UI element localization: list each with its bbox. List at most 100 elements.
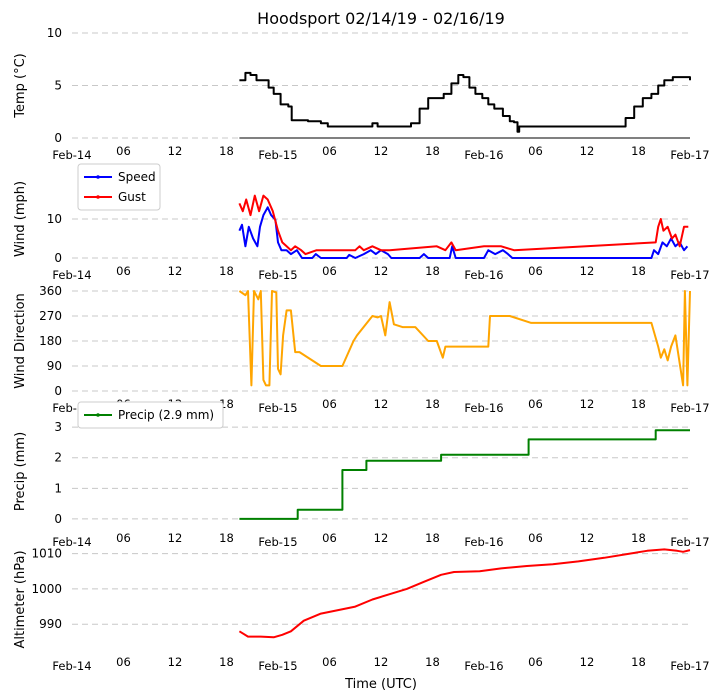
x-tick-label: 12 bbox=[168, 144, 183, 158]
y-tick-label: 10 bbox=[47, 26, 62, 40]
x-tick-label: Feb-15 bbox=[258, 268, 297, 282]
x-tick-label: 06 bbox=[528, 264, 543, 278]
x-tick-label: 18 bbox=[631, 144, 646, 158]
x-tick-label: 12 bbox=[580, 397, 595, 411]
x-tick-label: 06 bbox=[528, 397, 543, 411]
y-tick-label: 270 bbox=[39, 309, 62, 323]
legend-marker bbox=[96, 413, 100, 417]
y-tick-label: 180 bbox=[39, 334, 62, 348]
y-axis-label: Altimeter (hPa) bbox=[13, 550, 28, 648]
y-tick-label: 360 bbox=[39, 284, 62, 298]
legend: Speed Gust bbox=[77, 163, 161, 211]
x-tick-label: 06 bbox=[322, 264, 337, 278]
y-tick-label: 2 bbox=[54, 451, 62, 465]
panel-alt: 990 1000 1010 Feb-14 06 12 18 Feb-15 06 12 18 Feb-1… bbox=[13, 547, 710, 673]
series-line-gust bbox=[238, 194, 689, 256]
x-tick-label: Feb-16 bbox=[464, 535, 503, 549]
y-tick-label: 3 bbox=[54, 420, 62, 434]
x-tick-label: 06 bbox=[322, 397, 337, 411]
x-tick-label: 06 bbox=[116, 144, 131, 158]
x-tick-label: 12 bbox=[374, 531, 389, 545]
x-tick-label: Feb-15 bbox=[258, 659, 297, 673]
x-tick-label: 06 bbox=[116, 264, 131, 278]
x-tick-label: Feb-16 bbox=[464, 659, 503, 673]
x-tick-label: Feb-15 bbox=[258, 401, 297, 415]
x-tick-label: 12 bbox=[580, 264, 595, 278]
x-tick-label: 18 bbox=[631, 531, 646, 545]
x-tick-label: 06 bbox=[116, 655, 131, 669]
x-tick-label: 12 bbox=[374, 655, 389, 669]
panel-dir: 090180270360Feb-14061218Feb-15061218Feb-… bbox=[13, 284, 710, 415]
x-tick-label: Feb-16 bbox=[464, 401, 503, 415]
x-tick-label: 18 bbox=[425, 144, 440, 158]
x-tick-label: Feb-17 bbox=[670, 401, 709, 415]
panel-wind: 0 10 Feb-14 06 12 18 Feb-15 06 12 18 Feb-16 06 12 18 F… bbox=[13, 163, 710, 282]
x-tick-label: 12 bbox=[580, 144, 595, 158]
x-tick-label: 12 bbox=[374, 144, 389, 158]
y-tick-label: 990 bbox=[39, 617, 62, 631]
x-tick-label: 18 bbox=[425, 655, 440, 669]
x-tick-label: Feb-14 bbox=[52, 268, 91, 282]
x-axis-label: Time (UTC) bbox=[344, 677, 417, 692]
x-tick-label: Feb-17 bbox=[670, 148, 709, 162]
legend: Precip (2.9 mm) bbox=[77, 401, 224, 429]
x-tick-label: 06 bbox=[528, 531, 543, 545]
x-tick-label: Feb-15 bbox=[258, 535, 297, 549]
x-tick-label: Feb-16 bbox=[464, 268, 503, 282]
legend-label: Gust bbox=[118, 190, 146, 204]
x-tick-label: 18 bbox=[219, 264, 234, 278]
y-tick-label: 90 bbox=[47, 359, 62, 373]
legend-label: Speed bbox=[118, 170, 156, 184]
y-tick-label: 0 bbox=[54, 131, 62, 145]
x-tick-label: 12 bbox=[374, 264, 389, 278]
y-tick-label: 1 bbox=[54, 481, 62, 495]
x-tick-label: 12 bbox=[168, 655, 183, 669]
series-line-precip-2-9-mm- bbox=[239, 429, 690, 520]
x-tick-label: Feb-15 bbox=[258, 148, 297, 162]
x-tick-label: 18 bbox=[425, 531, 440, 545]
x-tick-label: 12 bbox=[168, 531, 183, 545]
x-tick-label: 06 bbox=[116, 531, 131, 545]
x-tick-label: 12 bbox=[168, 264, 183, 278]
y-axis-label: Temp (°C) bbox=[13, 53, 28, 119]
x-tick-label: 18 bbox=[631, 264, 646, 278]
panel-temp: 0 5 10 Feb-14 06 12 18 Feb-15 06 12 18 Feb-16 06 12 18… bbox=[13, 26, 710, 162]
x-tick-label: Feb-14 bbox=[52, 659, 91, 673]
x-tick-label: Feb-17 bbox=[670, 659, 709, 673]
y-tick-label: 5 bbox=[54, 79, 62, 93]
x-tick-label: 18 bbox=[219, 531, 234, 545]
y-tick-label: 0 bbox=[54, 512, 62, 526]
x-tick-label: 18 bbox=[219, 655, 234, 669]
legend-marker bbox=[96, 175, 100, 179]
x-tick-label: Feb-17 bbox=[670, 535, 709, 549]
x-tick-label: Feb-14 bbox=[52, 535, 91, 549]
series-line-speed bbox=[238, 206, 689, 259]
y-tick-label: 0 bbox=[54, 251, 62, 265]
y-tick-label: 0 bbox=[54, 384, 62, 398]
y-tick-label: 1000 bbox=[31, 582, 62, 596]
x-tick-label: 18 bbox=[631, 397, 646, 411]
x-tick-label: 06 bbox=[322, 531, 337, 545]
x-tick-label: Feb-16 bbox=[464, 148, 503, 162]
y-axis-label: Wind (mph) bbox=[13, 181, 28, 257]
y-axis-label: Precip (mm) bbox=[13, 432, 28, 511]
chart-title: Hoodsport 02/14/19 - 02/16/19 bbox=[257, 9, 505, 28]
x-tick-label: 18 bbox=[425, 397, 440, 411]
y-axis-label: Wind Direction bbox=[13, 293, 28, 389]
x-tick-label: 18 bbox=[631, 655, 646, 669]
x-tick-label: 18 bbox=[425, 264, 440, 278]
legend-marker bbox=[96, 195, 100, 199]
x-tick-label: 12 bbox=[580, 531, 595, 545]
x-tick-label: 06 bbox=[322, 655, 337, 669]
series-line-direction bbox=[238, 290, 691, 387]
y-tick-label: 10 bbox=[47, 212, 62, 226]
x-tick-label: 12 bbox=[374, 397, 389, 411]
series-line-temp bbox=[239, 71, 691, 133]
legend-label: Precip (2.9 mm) bbox=[118, 408, 214, 422]
x-tick-label: 06 bbox=[528, 655, 543, 669]
x-tick-label: 06 bbox=[528, 144, 543, 158]
x-tick-label: Feb-14 bbox=[52, 148, 91, 162]
x-tick-label: Feb-17 bbox=[670, 268, 709, 282]
x-tick-label: 12 bbox=[580, 655, 595, 669]
